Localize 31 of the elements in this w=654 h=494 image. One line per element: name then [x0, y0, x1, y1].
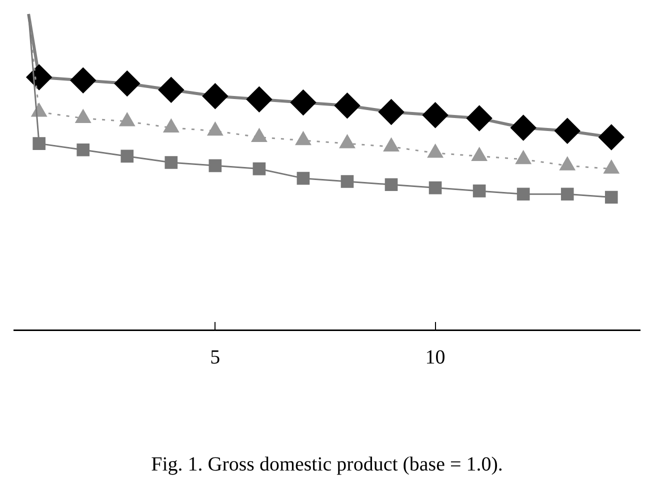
point [246, 86, 272, 112]
point [516, 188, 530, 201]
point [334, 93, 360, 118]
point [158, 77, 184, 102]
point [466, 106, 492, 131]
point [202, 84, 228, 109]
point [208, 159, 222, 172]
point [70, 68, 96, 93]
point [554, 118, 580, 144]
point [378, 99, 404, 124]
point [510, 115, 536, 140]
point [114, 71, 140, 96]
point [76, 143, 90, 156]
point [598, 124, 624, 150]
point [32, 137, 46, 150]
point [296, 172, 310, 185]
point [164, 156, 178, 169]
point [428, 181, 442, 194]
point [604, 190, 618, 204]
x-tick-label: 10 [425, 346, 446, 368]
point [120, 150, 134, 163]
point [422, 102, 448, 128]
x-tick-label: 5 [210, 346, 220, 368]
caption: Fig. 1. Gross domestic product (base = 1.0). [151, 453, 503, 476]
point [340, 175, 354, 188]
point [290, 90, 316, 115]
point [26, 64, 52, 90]
point [560, 188, 574, 201]
point [252, 162, 266, 176]
point [472, 184, 486, 198]
point [384, 178, 398, 192]
